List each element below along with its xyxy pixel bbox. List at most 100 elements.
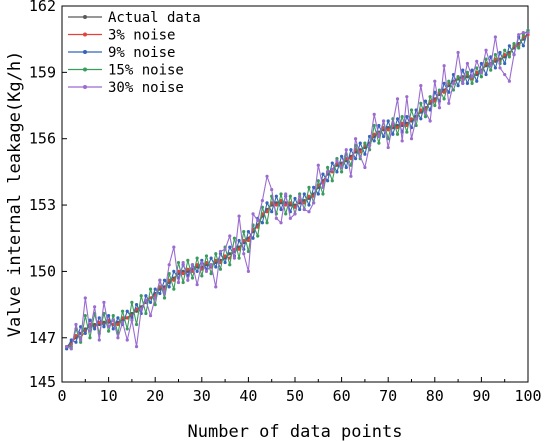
data-point: [363, 152, 367, 156]
data-point: [316, 179, 320, 183]
data-point: [186, 258, 190, 262]
data-point: [209, 256, 213, 260]
data-point: [372, 112, 376, 116]
data-point: [414, 123, 418, 128]
data-point: [326, 170, 330, 174]
data-point: [405, 130, 409, 134]
data-point: [405, 114, 409, 119]
data-point: [423, 114, 428, 119]
data-point: [475, 59, 479, 63]
data-point: [130, 316, 134, 320]
data-point: [228, 263, 232, 267]
data-point: [414, 117, 418, 121]
data-point: [493, 53, 497, 57]
data-point: [353, 157, 358, 161]
data-point: [293, 212, 297, 216]
data-point: [172, 245, 176, 249]
data-point: [395, 126, 400, 130]
data-point: [395, 97, 400, 101]
legend-marker: [83, 32, 87, 37]
data-point: [148, 314, 153, 318]
data-point: [246, 238, 250, 243]
x-tick-label: 90: [472, 387, 490, 405]
data-point: [419, 117, 423, 121]
legend-label: 30% noise: [108, 80, 184, 96]
data-point: [340, 170, 344, 174]
data-point: [195, 269, 199, 274]
data-point: [521, 30, 525, 35]
data-point: [158, 291, 162, 296]
legend-label: 15% noise: [108, 63, 184, 79]
data-point: [144, 311, 148, 316]
data-point: [65, 347, 69, 351]
data-point: [442, 97, 446, 101]
data-point: [214, 258, 218, 262]
data-point: [400, 139, 404, 143]
data-point: [475, 66, 479, 70]
data-point: [400, 114, 404, 119]
data-point: [116, 316, 120, 320]
data-point: [461, 68, 465, 72]
data-point: [260, 199, 264, 203]
data-point: [284, 212, 288, 216]
data-point: [74, 322, 78, 327]
data-point: [358, 141, 362, 145]
data-point: [377, 134, 381, 139]
data-point: [298, 207, 302, 212]
data-point: [251, 212, 255, 216]
data-point: [190, 263, 195, 267]
data-point: [93, 305, 97, 309]
data-point: [139, 307, 143, 311]
data-point: [270, 187, 274, 192]
data-point: [503, 61, 507, 66]
data-point: [120, 309, 125, 313]
data-point: [330, 170, 334, 174]
data-point: [419, 101, 423, 105]
data-point: [162, 296, 167, 300]
data-point: [298, 194, 302, 198]
data-point: [153, 287, 157, 291]
x-tick-label: 10: [100, 387, 118, 405]
data-point: [181, 260, 185, 265]
data-point: [423, 99, 428, 103]
data-point: [223, 247, 227, 251]
data-point: [195, 256, 199, 260]
data-point: [433, 79, 437, 83]
data-point: [237, 214, 241, 218]
data-point: [218, 267, 223, 271]
data-point: [274, 194, 278, 198]
data-point: [451, 81, 456, 86]
data-point: [335, 159, 339, 163]
data-point: [512, 42, 516, 46]
data-point: [69, 347, 73, 351]
data-point: [279, 207, 283, 212]
data-point: [79, 340, 83, 344]
data-point: [102, 300, 106, 304]
data-point: [97, 320, 101, 324]
data-point: [503, 72, 507, 77]
data-point: [330, 168, 334, 172]
data-point: [260, 205, 264, 209]
data-point: [186, 267, 190, 271]
data-point: [340, 165, 344, 170]
data-point: [288, 194, 292, 198]
data-point: [279, 221, 283, 225]
data-point: [153, 296, 157, 300]
data-point: [377, 141, 381, 145]
data-point: [228, 245, 232, 249]
data-point: [470, 75, 474, 79]
data-point: [65, 345, 69, 349]
data-point: [493, 66, 497, 70]
y-axis-title: Valve internal leakage(Kg/h): [5, 51, 25, 338]
data-point: [451, 88, 456, 92]
legend-marker: [83, 85, 87, 89]
data-point: [237, 256, 241, 260]
y-tick-label: 147: [29, 329, 56, 347]
data-point: [470, 68, 474, 72]
data-point: [479, 61, 483, 66]
data-point: [442, 81, 446, 86]
data-point: [270, 210, 274, 214]
data-point: [209, 272, 213, 276]
data-point: [69, 338, 73, 342]
data-point: [465, 61, 470, 66]
